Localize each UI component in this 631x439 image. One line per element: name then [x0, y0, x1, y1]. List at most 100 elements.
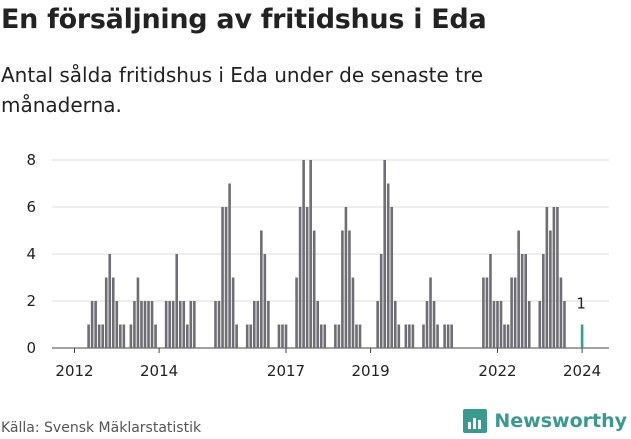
bar: [136, 277, 140, 348]
bar: [408, 324, 411, 348]
bar: [186, 324, 189, 348]
chart-title: En försäljning av fritidshus i Eda: [1, 4, 487, 35]
bar: [168, 301, 171, 348]
bar: [376, 301, 379, 348]
bar: [90, 301, 94, 348]
bar: [390, 207, 394, 348]
newsworthy-logo[interactable]: Newsworthy: [462, 408, 627, 434]
bar: [517, 230, 520, 348]
x-tick-label: 2014: [140, 362, 178, 380]
y-tick-label: 6: [26, 198, 36, 216]
bar: [503, 324, 506, 348]
bar: [341, 230, 344, 348]
bar: [119, 324, 122, 348]
chart-icon: [463, 409, 488, 433]
bar-chart: 0 2 4 6 8 1 2012 2014 2017 2019 2022 2024: [26, 151, 609, 380]
bar: [129, 324, 133, 348]
bar: [164, 301, 168, 348]
bar: [115, 301, 119, 348]
bar: [217, 301, 221, 348]
bar: [214, 301, 217, 348]
bar: [429, 277, 432, 348]
bar: [485, 277, 489, 348]
bar: [393, 301, 397, 348]
bar: [337, 324, 341, 348]
y-tick-label: 2: [26, 292, 36, 310]
bar: [94, 301, 97, 348]
bar: [386, 183, 390, 348]
y-tick-label: 0: [26, 339, 36, 357]
bar: [538, 301, 542, 348]
bar: [411, 324, 415, 348]
x-tick-label: 2012: [55, 362, 93, 380]
bar: [154, 324, 157, 348]
bar: [489, 254, 492, 348]
bar: [150, 301, 154, 348]
bar: [542, 254, 545, 348]
bar: [316, 301, 320, 348]
bar: [545, 207, 549, 348]
bar: [171, 301, 175, 348]
bar: [122, 324, 126, 348]
bar: [298, 207, 302, 348]
bar: [552, 207, 556, 348]
bar: [527, 301, 531, 348]
bar: [263, 254, 267, 348]
bar: [260, 230, 263, 348]
bar: [104, 277, 108, 348]
highlight-bar: [580, 324, 584, 348]
bar: [513, 277, 517, 348]
bar: [492, 301, 496, 348]
bar: [101, 324, 104, 348]
bar: [351, 277, 355, 348]
bar: [189, 301, 193, 348]
bar: [284, 324, 288, 348]
bar: [252, 301, 256, 348]
bar: [520, 254, 524, 348]
bar: [549, 230, 552, 348]
x-tick-label: 2017: [267, 362, 305, 380]
x-tick-label: 2019: [352, 362, 390, 380]
bar: [344, 207, 348, 348]
bar: [256, 301, 260, 348]
bar: [422, 324, 425, 348]
bar: [383, 160, 386, 348]
bar: [231, 277, 235, 348]
bar: [404, 324, 408, 348]
bar: [133, 301, 136, 348]
bar: [140, 301, 143, 348]
bar: [108, 254, 112, 348]
bar: [295, 277, 298, 348]
bar: [305, 207, 309, 348]
bar: [556, 207, 559, 348]
bar: [510, 277, 513, 348]
bar: [425, 301, 429, 348]
bar: [496, 301, 499, 348]
chart-subtitle: Antal sålda fritidshus i Eda under de se…: [1, 63, 484, 117]
bar: [147, 301, 150, 348]
bar: [97, 324, 101, 348]
bar: [175, 254, 179, 348]
brand-name: Newsworthy: [494, 410, 627, 432]
bar: [436, 324, 439, 348]
bar: [559, 277, 563, 348]
bar: [87, 324, 90, 348]
bar: [235, 324, 238, 348]
bar: [355, 324, 358, 348]
bar: [450, 324, 453, 348]
bar: [277, 324, 281, 348]
data-label: 1: [576, 295, 586, 313]
bar: [524, 254, 527, 348]
bar: [281, 324, 284, 348]
bar: [397, 324, 401, 348]
bar: [443, 324, 446, 348]
bar: [358, 324, 362, 348]
bar: [334, 324, 337, 348]
y-tick-label: 8: [26, 151, 36, 169]
x-tick-label: 2022: [478, 362, 516, 380]
bar: [228, 183, 231, 348]
bar: [348, 230, 351, 348]
x-tick-label: 2024: [563, 362, 601, 380]
bar: [309, 160, 312, 348]
bar: [143, 301, 147, 348]
